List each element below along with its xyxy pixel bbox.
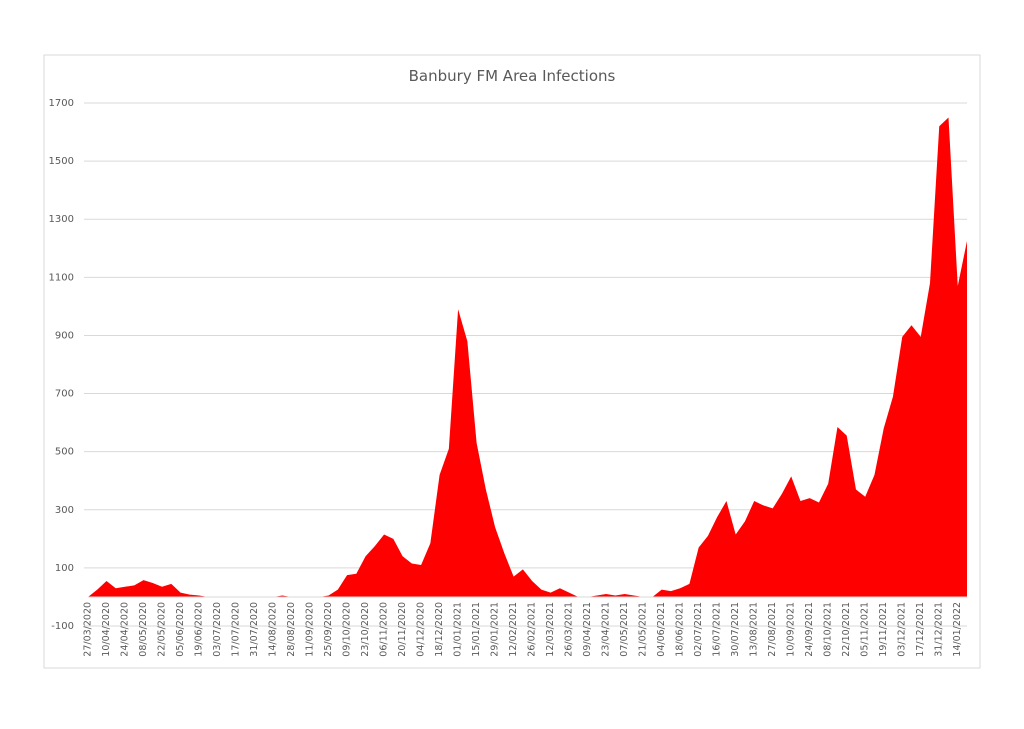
chart-title: Banbury FM Area Infections	[409, 67, 616, 85]
x-tick-label: 02/07/2021	[693, 602, 704, 657]
x-tick-label: 06/11/2020	[379, 602, 390, 657]
x-tick-label: 26/03/2021	[564, 602, 575, 657]
x-tick-label: 23/04/2021	[601, 602, 612, 657]
x-tick-label: 17/12/2021	[915, 602, 926, 657]
x-tick-label: 20/11/2020	[397, 602, 408, 657]
x-tick-label: 22/05/2020	[157, 602, 168, 657]
x-tick-label: 01/01/2021	[453, 602, 464, 657]
x-tick-label: 24/09/2021	[804, 602, 815, 657]
y-tick-label: 1300	[49, 214, 74, 225]
x-tick-label: 09/04/2021	[582, 602, 593, 657]
x-tick-label: 10/04/2020	[101, 602, 112, 657]
x-tick-label: 18/12/2020	[434, 602, 445, 657]
y-tick-label: 500	[55, 447, 74, 458]
x-tick-label: 12/02/2021	[508, 602, 519, 657]
x-tick-label: 16/07/2021	[712, 602, 723, 657]
y-tick-label: 100	[55, 563, 74, 574]
y-tick-label: 700	[55, 389, 74, 400]
x-tick-label: 04/12/2020	[416, 602, 427, 657]
x-tick-label: 27/08/2021	[767, 602, 778, 657]
area	[88, 117, 967, 597]
x-tick-label: 18/06/2021	[675, 602, 686, 657]
x-tick-label: 17/07/2020	[231, 602, 242, 657]
x-tick-label: 10/09/2021	[786, 602, 797, 657]
x-tick-label: 05/06/2020	[175, 602, 186, 657]
x-tick-label: 11/09/2020	[305, 602, 316, 657]
x-tick-label: 21/05/2021	[638, 602, 649, 657]
x-tick-label: 25/09/2020	[323, 602, 334, 657]
x-tick-label: 09/10/2020	[342, 602, 353, 657]
x-tick-label: 07/05/2021	[619, 602, 630, 657]
x-tick-label: 03/12/2021	[897, 602, 908, 657]
x-tick-label: 04/06/2021	[656, 602, 667, 657]
y-tick-label: 300	[55, 505, 74, 516]
y-tick-label: -100	[51, 621, 74, 632]
x-tick-label: 19/06/2020	[194, 602, 205, 657]
x-tick-label: 29/01/2021	[490, 602, 501, 657]
y-tick-label: 1500	[49, 156, 74, 167]
y-tick-label: 1100	[49, 272, 74, 283]
x-tick-label: 08/10/2021	[823, 602, 834, 657]
x-tick-label: 23/10/2020	[360, 602, 371, 657]
x-tick-label: 27/03/2020	[83, 602, 94, 657]
x-tick-label: 14/01/2022	[952, 602, 963, 657]
x-tick-label: 24/04/2020	[120, 602, 131, 657]
x-tick-label: 22/10/2021	[841, 602, 852, 657]
x-tick-label: 08/05/2020	[138, 602, 149, 657]
x-tick-label: 30/07/2021	[730, 602, 741, 657]
x-tick-label: 14/08/2020	[268, 602, 279, 657]
x-tick-label: 31/12/2021	[934, 602, 945, 657]
x-tick-label: 19/11/2021	[878, 602, 889, 657]
y-tick-label: 900	[55, 330, 74, 341]
x-tick-label: 26/02/2021	[527, 602, 538, 657]
x-tick-label: 12/03/2021	[545, 602, 556, 657]
x-tick-label: 03/07/2020	[212, 602, 223, 657]
x-tick-label: 05/11/2021	[860, 602, 871, 657]
x-tick-label: 15/01/2021	[471, 602, 482, 657]
x-tick-label: 31/07/2020	[249, 602, 260, 657]
x-tick-label: 28/08/2020	[286, 602, 297, 657]
y-tick-label: 1700	[49, 98, 74, 109]
x-tick-label: 13/08/2021	[749, 602, 760, 657]
